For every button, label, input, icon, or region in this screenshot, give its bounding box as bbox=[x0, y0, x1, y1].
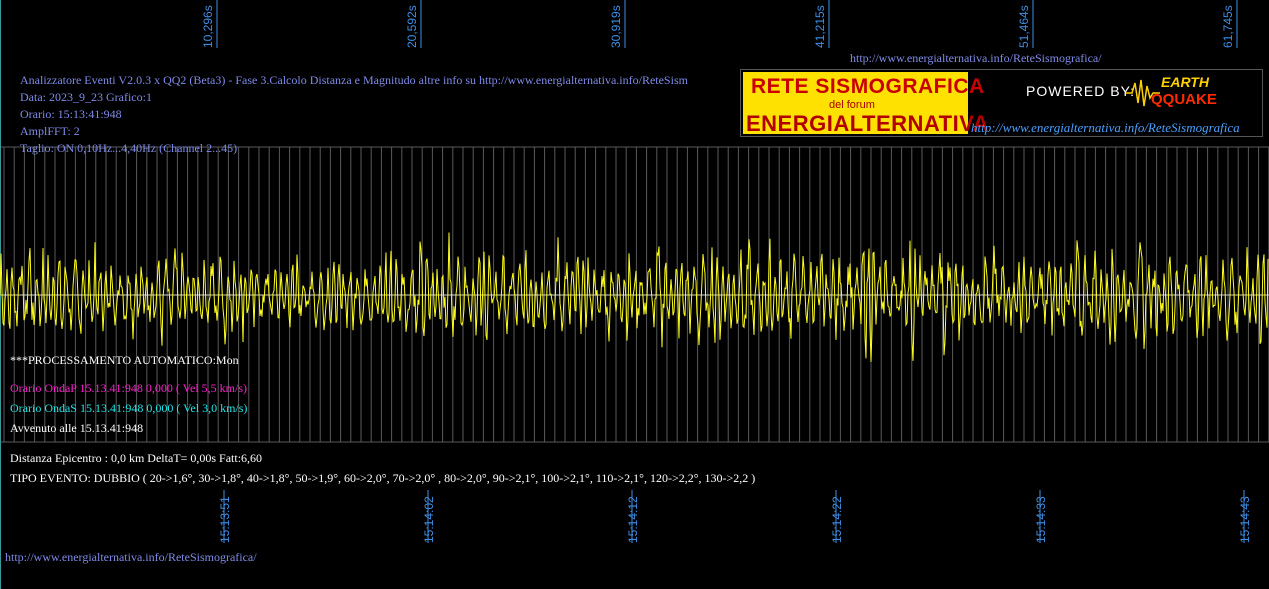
processing-status: ***PROCESSAMENTO AUTOMATICO:Mon bbox=[10, 353, 239, 367]
logo-rete-text: RETE SISMOGRAFICA bbox=[751, 75, 985, 98]
top-tick-label: 51,464s bbox=[1017, 5, 1031, 48]
logo-earth-text: EARTH bbox=[1161, 74, 1209, 90]
header-title: Analizzatore Eventi V2.0.3 x QQ2 (Beta3)… bbox=[20, 73, 688, 87]
rete-sismografica-logo: RETE SISMOGRAFICA del forum ENERGIALTERN… bbox=[740, 69, 1263, 137]
event-type: TIPO EVENTO: DUBBIO ( 20->1,6°, 30->1,8°… bbox=[10, 471, 756, 485]
logo-del-forum-text: del forum bbox=[829, 99, 875, 111]
header-filter: Taglio: ON 0,10Hz...4,40Hz (Channel 2...… bbox=[20, 141, 238, 155]
seismograph-wave-icon bbox=[1126, 79, 1160, 107]
header-date: Data: 2023_9_23 Grafico:1 bbox=[20, 90, 152, 104]
event-time: Avvenuto alle 15.13.41:948 bbox=[10, 421, 144, 435]
header-ampl: AmplFFT: 2 bbox=[20, 124, 80, 138]
top-tick-marks bbox=[216, 0, 1238, 48]
epicenter-distance: Distanza Epicentro : 0,0 km DeltaT= 0,00… bbox=[10, 451, 263, 465]
bottom-tick-marks bbox=[223, 490, 1245, 543]
logo-qquake-text: QQUAKE bbox=[1151, 91, 1217, 108]
bottom-tick-label: 15:14:43 bbox=[1238, 496, 1252, 543]
seismic-trace-line bbox=[0, 232, 1269, 362]
top-tick-label: 61,745s bbox=[1221, 5, 1235, 48]
bottom-tick-label: 15:14:02 bbox=[422, 496, 436, 543]
bottom-tick-label: 15:14:22 bbox=[830, 496, 844, 543]
top-tick-label: 41,215s bbox=[813, 5, 827, 48]
bottom-tick-label: 15:14:33 bbox=[1034, 496, 1048, 543]
onda-s-time: Orario OndaS 15.13.41:948 0,000 ( Vel 3,… bbox=[10, 401, 248, 415]
header-time: Orario: 15:13:41:948 bbox=[20, 107, 122, 121]
top-tick-label: 30,919s bbox=[609, 5, 623, 48]
bottom-tick-label: 15:14:12 bbox=[626, 496, 640, 543]
bottom-tick-label: 15:13:51 bbox=[218, 496, 232, 543]
logo-powered-text: POWERED BY: bbox=[1026, 83, 1136, 99]
top-tick-label: 10,296s bbox=[201, 5, 215, 48]
logo-url-link[interactable]: http://www.energialternativa.info/ReteSi… bbox=[971, 120, 1240, 135]
logo-energia-text: ENERGIALTERNATIVA bbox=[746, 111, 990, 136]
top-tick-label: 20,592s bbox=[405, 5, 419, 48]
footer-url-link[interactable]: http://www.energialternativa.info/ReteSi… bbox=[5, 550, 257, 564]
header-info: Analizzatore Eventi V2.0.3 x QQ2 (Beta3)… bbox=[20, 72, 688, 157]
top-url-link[interactable]: http://www.energialternativa.info/ReteSi… bbox=[850, 51, 1102, 65]
onda-p-time: Orario OndaP 15.13.41:948 0,000 ( Vel 5,… bbox=[10, 381, 247, 395]
logo-yellow-panel bbox=[743, 72, 968, 134]
